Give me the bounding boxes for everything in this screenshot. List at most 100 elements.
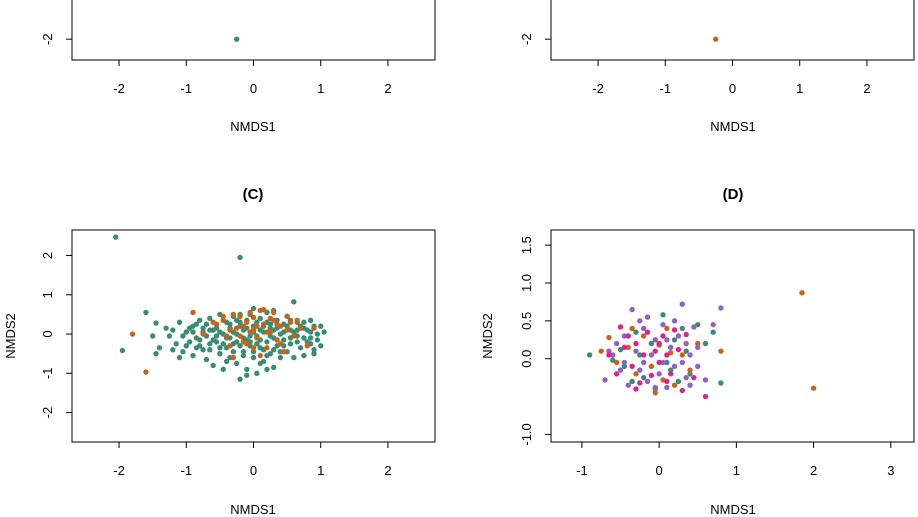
scatter-point	[311, 347, 317, 353]
scatter-point	[297, 345, 304, 351]
scatter-point	[613, 359, 620, 366]
scatter-point	[281, 349, 287, 355]
scatter-point	[617, 367, 624, 373]
x-tick-label: 2	[384, 81, 391, 96]
scatter-point	[183, 329, 189, 335]
scatter-point	[718, 348, 724, 354]
scatter-point	[702, 393, 709, 400]
scatter-point	[810, 385, 817, 391]
scatter-point	[281, 337, 287, 343]
scatter-point	[691, 374, 697, 381]
scatter-point	[233, 317, 240, 323]
scatter-point	[112, 234, 119, 240]
y-tick-label: 1	[40, 291, 55, 298]
scatter-point	[207, 347, 213, 353]
scatter-point	[610, 352, 616, 358]
y-tick-label: -2	[519, 33, 534, 45]
scatter-point	[291, 299, 297, 305]
scatter-point	[314, 337, 321, 343]
scatter-point	[656, 340, 662, 347]
scatter-point	[156, 345, 163, 351]
scatter-point	[267, 333, 274, 339]
x-axis-label: NMDS1	[710, 119, 756, 134]
scatter-point	[143, 369, 149, 375]
scatter-point	[200, 347, 206, 353]
scatter-point	[233, 325, 240, 331]
scatter-point	[244, 341, 250, 347]
panel-c: (C) -2 -1 0 1 2 -2 -1 0 1 2 NMDS1 NMDS2	[3, 186, 436, 517]
scatter-point	[180, 349, 186, 355]
scatter-point	[210, 362, 216, 369]
scatter-point	[660, 333, 666, 339]
scatter-point	[210, 337, 216, 343]
scatter-point	[277, 341, 284, 347]
scatter-point	[664, 359, 670, 366]
scatter-point	[644, 329, 651, 335]
x-tick-label: -1	[659, 81, 671, 96]
scatter-point	[173, 341, 179, 347]
scatter-point	[702, 377, 709, 383]
scatter-point	[200, 325, 206, 331]
scatter-point	[799, 290, 805, 296]
scatter-point	[227, 327, 233, 333]
scatter-point	[244, 372, 250, 378]
scatter-point	[193, 345, 200, 351]
x-tick-label: 1	[317, 463, 324, 478]
panel-title: (D)	[723, 186, 744, 203]
y-ticks: -2 -1 0 1 2	[40, 252, 72, 418]
scatter-point	[318, 343, 324, 349]
scatter-point	[648, 352, 655, 358]
x-tick-label: 3	[887, 463, 894, 478]
scatter-point	[648, 340, 655, 347]
scatter-point	[176, 354, 183, 361]
scatter-point	[640, 325, 647, 332]
scatter-point	[217, 350, 223, 357]
scatter-point	[637, 352, 643, 358]
scatter-point	[244, 319, 250, 325]
x-tick-label: 2	[810, 463, 817, 478]
scatter-point	[166, 333, 173, 339]
scatter-point	[644, 378, 651, 385]
scatter-point	[257, 352, 263, 359]
scatter-point	[307, 335, 314, 341]
scatter-point	[668, 371, 674, 377]
panel-b: -2 -1 0 1 2 -2 NMDS1	[519, 0, 915, 134]
scatter-point	[687, 382, 693, 388]
scatter-point	[223, 333, 230, 339]
scatter-point	[297, 325, 304, 331]
scatter-point	[153, 320, 159, 326]
scatter-point	[640, 374, 647, 381]
scatter-point	[710, 329, 716, 335]
scatter-point	[679, 359, 685, 366]
scatter-point	[664, 378, 670, 385]
scatter-point	[633, 348, 639, 354]
scatter-point	[648, 363, 655, 369]
scatter-point	[683, 340, 689, 347]
scatter-point	[257, 315, 263, 322]
scatter-point	[247, 309, 253, 316]
scatter-point	[260, 306, 267, 313]
x-tick-label: 2	[384, 463, 391, 478]
scatter-point	[621, 333, 628, 339]
scatter-point	[230, 354, 237, 361]
scatter-point	[586, 352, 593, 358]
x-tick-label: 2	[863, 81, 870, 96]
marks	[233, 36, 240, 42]
x-axis-label: NMDS1	[230, 119, 276, 134]
scatter-point	[683, 331, 689, 338]
scatter-point	[217, 345, 223, 351]
scatter-point	[660, 359, 666, 366]
x-ticks: -2 -1 0 1 2	[113, 442, 392, 478]
scatter-point	[679, 352, 685, 358]
scatter-point	[264, 345, 270, 351]
scatter-point	[267, 321, 274, 327]
scatter-point	[264, 329, 270, 335]
y-tick-label: -1.0	[519, 423, 534, 445]
scatter-point	[304, 343, 310, 349]
x-ticks: -2 -1 0 1 2	[113, 60, 392, 96]
scatter-point	[598, 348, 604, 354]
scatter-point	[240, 349, 247, 355]
scatter-point	[153, 350, 159, 357]
y-axis-label: NMDS2	[480, 313, 495, 359]
scatter-point	[301, 319, 307, 325]
